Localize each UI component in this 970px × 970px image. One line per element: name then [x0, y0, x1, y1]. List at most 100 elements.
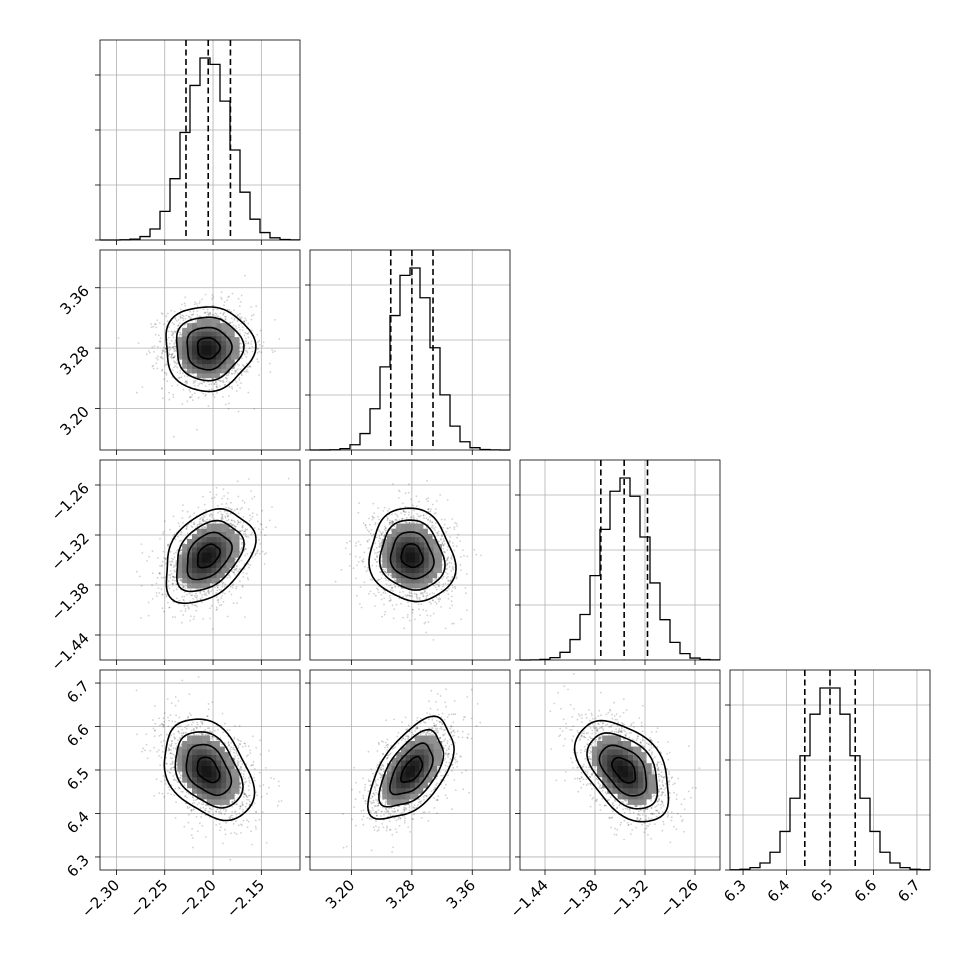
scatter-point [172, 766, 175, 769]
density-cell [192, 554, 201, 563]
scatter-point [157, 587, 160, 589]
scatter-point [196, 605, 198, 608]
scatter-point [261, 550, 264, 553]
scatter-point [171, 353, 174, 356]
scatter-point [226, 576, 229, 579]
scatter-point [215, 585, 218, 587]
scatter-point [579, 737, 581, 740]
scatter-point [562, 744, 565, 747]
scatter-point [375, 814, 378, 817]
scatter-point [242, 516, 245, 518]
scatter-point [229, 576, 232, 579]
scatter-point [451, 518, 454, 520]
density-cell [196, 549, 206, 558]
scatter-point [196, 595, 199, 597]
scatter-point [163, 795, 166, 798]
scatter-point [237, 761, 240, 763]
scatter-point [369, 800, 372, 803]
scatter-point [165, 756, 168, 759]
scatter-point [246, 350, 249, 353]
scatter-point [378, 540, 380, 542]
scatter-point [230, 372, 233, 375]
scatter-point [171, 720, 174, 723]
scatter-point [413, 813, 415, 816]
scatter-point [163, 378, 166, 381]
scatter-point [168, 574, 171, 576]
scatter-point [202, 392, 205, 395]
panel-1-1 [305, 249, 511, 455]
scatter-point [240, 805, 242, 808]
scatter-point [228, 395, 230, 397]
scatter-point [394, 585, 396, 588]
scatter-point [342, 846, 345, 849]
scatter-point [173, 330, 176, 333]
scatter-point [160, 588, 163, 591]
scatter-point [210, 590, 213, 593]
scatter-point [201, 526, 203, 529]
scatter-point [369, 797, 372, 800]
scatter-point [418, 608, 420, 610]
scatter-point [204, 378, 207, 380]
scatter-point [441, 564, 444, 566]
scatter-point [181, 595, 184, 598]
panel-frame [99, 39, 301, 241]
scatter-point [434, 529, 436, 532]
scatter-point [160, 780, 163, 783]
scatter-point [245, 572, 248, 575]
scatter-point [237, 764, 240, 766]
scatter-point [446, 527, 449, 530]
scatter-point [244, 353, 246, 356]
scatter-point [211, 294, 214, 296]
scatter-point [244, 349, 247, 352]
scatter-point [237, 495, 240, 498]
scatter-point [178, 787, 181, 790]
scatter-point [208, 727, 211, 729]
scatter-point [429, 516, 431, 518]
scatter-point [403, 627, 406, 630]
scatter-point [219, 312, 222, 315]
scatter-point [376, 561, 379, 563]
scatter-point [240, 559, 243, 562]
scatter-point [441, 578, 444, 580]
density-cell [391, 549, 400, 558]
contour-2 [368, 507, 457, 603]
scatter-point [389, 521, 392, 524]
scatter-point [192, 799, 195, 802]
scatter-point [405, 808, 408, 810]
scatter-point [160, 312, 163, 314]
scatter-point [447, 556, 450, 559]
scatter-point [226, 515, 229, 518]
scatter-point [385, 579, 388, 581]
scatter-point [357, 540, 360, 543]
scatter-point [204, 807, 207, 810]
scatter-point [250, 318, 253, 321]
scatter-point [438, 600, 440, 603]
scatter-point [373, 829, 376, 831]
scatter-point [353, 766, 356, 769]
scatter-point [243, 793, 246, 796]
scatter-point [190, 729, 193, 732]
density-cell [419, 564, 428, 574]
scatter-point [224, 592, 226, 595]
scatter-point [434, 526, 437, 528]
scatter-point [378, 546, 381, 549]
scatter-point [421, 592, 424, 594]
scatter-point [196, 305, 199, 307]
scatter-point [549, 710, 552, 713]
scatter-point [244, 745, 247, 747]
scatter-point [262, 784, 265, 786]
scatter-point [173, 348, 175, 350]
scatter-point [226, 299, 229, 301]
scatter-point [212, 296, 215, 299]
scatter-point [250, 518, 252, 520]
scatter-point [172, 336, 175, 339]
scatter-point [419, 614, 421, 616]
scatter-point [374, 552, 376, 554]
scatter-point [376, 552, 378, 554]
scatter-point [444, 582, 447, 585]
scatter-point [434, 577, 436, 580]
scatter-point [183, 375, 186, 377]
scatter-point [393, 718, 395, 721]
scatter-point [239, 312, 241, 315]
scatter-point [247, 366, 249, 369]
